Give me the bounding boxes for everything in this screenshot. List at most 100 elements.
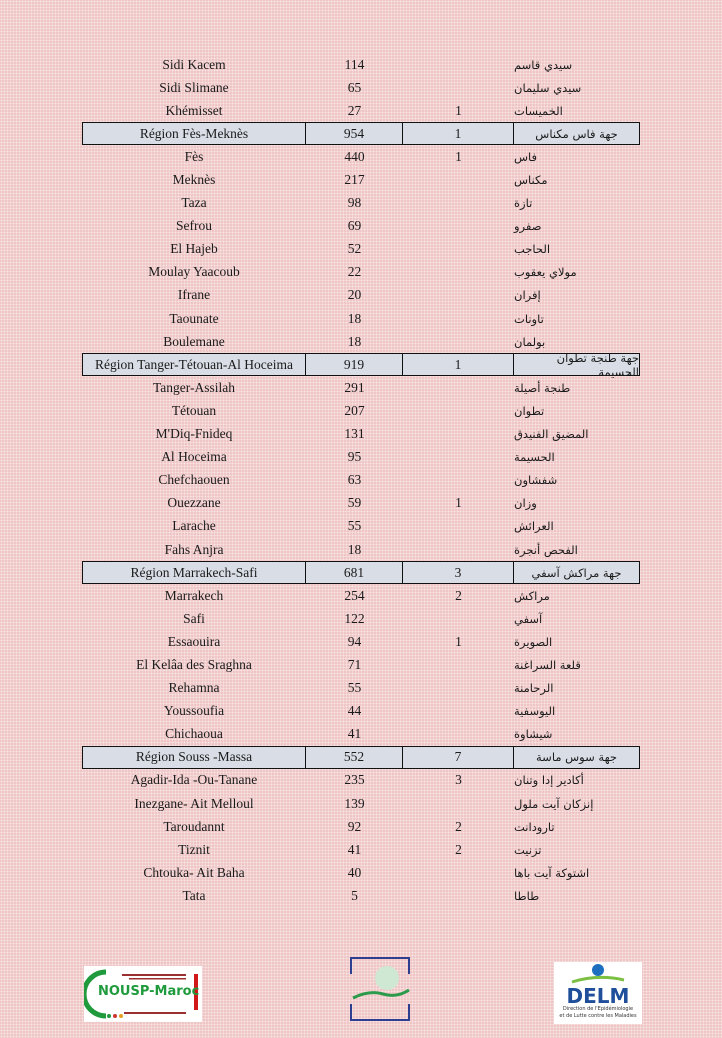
arabic-name-cell: جهة سوس ماسة (514, 745, 640, 769)
arabic-name-cell: اشتوكة آيت باها (514, 865, 590, 880)
arabic-name-cell: فاس (514, 149, 538, 164)
deaths-cell (403, 423, 514, 446)
table-row: Ifrane 20 إفران (82, 284, 640, 307)
deaths-cell (403, 399, 514, 422)
deaths-cell: 1 (455, 102, 462, 118)
delm-logo-sub1: Direction de l'Epidémiologie (562, 1006, 634, 1012)
name-cell: Sefrou (176, 218, 212, 234)
arabic-name-cell: أكادير إدا وتنان (514, 773, 584, 788)
deaths-cell: 7 (403, 745, 514, 769)
region-row: Région Marrakech-Safi 681 3 جهة مراكش آسفي (82, 561, 640, 585)
table-row: Chefchaouen 63 شفشاون (82, 469, 640, 492)
table-row: El Hajeb 52 الحاجب (82, 238, 640, 261)
arabic-name-cell: آسفي (514, 611, 543, 626)
count-cell: 40 (347, 864, 362, 880)
count-cell: 59 (347, 495, 362, 511)
name-cell: Tiznit (178, 841, 210, 857)
name-cell: Safi (183, 610, 205, 626)
deaths-cell (403, 192, 514, 215)
arabic-name-cell: العرائش (514, 519, 554, 534)
table-row: Sidi Slimane 65 سيدي سليمان (82, 76, 640, 99)
count-cell: 254 (344, 587, 365, 603)
count-cell: 22 (347, 264, 362, 280)
name-cell: Taza (181, 195, 207, 211)
arabic-name-cell: الصويرة (514, 634, 553, 649)
name-cell: Moulay Yaacoub (148, 264, 240, 280)
count-cell: 291 (344, 379, 365, 395)
count-cell: 18 (347, 310, 362, 326)
name-cell: Youssoufia (163, 703, 225, 719)
count-cell: 65 (347, 79, 362, 95)
nousp-maroc-logo: NOUSP-Maroc (81, 966, 202, 1022)
count-cell: 94 (347, 633, 362, 649)
name-cell: Inezgane- Ait Melloul (134, 795, 254, 811)
arabic-name-cell: تزنيت (514, 842, 542, 857)
deaths-cell (403, 446, 514, 469)
arabic-name-cell: تاونات (514, 311, 544, 326)
count-cell: 5 (351, 887, 358, 903)
deaths-cell: 1 (455, 148, 462, 164)
count-cell: 92 (347, 818, 362, 834)
arabic-name-cell: سيدي سليمان (514, 80, 582, 95)
count-cell: 18 (347, 333, 362, 349)
table-row: Al Hoceima 95 الحسيمة (82, 446, 640, 469)
table-row: Essaouira 94 1 الصويرة (82, 630, 640, 653)
table-row: Marrakech 254 2 مراكش (82, 584, 640, 607)
table-row: Taounate 18 تاونات (82, 307, 640, 330)
arabic-name-cell: تارودانت (514, 819, 555, 834)
count-cell: 63 (347, 472, 362, 488)
deaths-cell (403, 515, 514, 538)
name-cell: Khémisset (165, 102, 223, 118)
table-row: Sidi Kacem 114 سيدي قاسم (82, 53, 640, 76)
table-row: Tétouan 207 تطوان (82, 399, 640, 422)
nousp-maroc-logo-text: NOUSP-Maroc (98, 984, 200, 999)
deaths-cell (403, 238, 514, 261)
deaths-cell (403, 538, 514, 561)
name-cell: Tata (182, 887, 206, 903)
table-row: M'Diq-Fnideq 131 المضيق الفنيدق (82, 423, 640, 446)
table-row: Moulay Yaacoub 22 مولاي يعقوب (82, 261, 640, 284)
deaths-cell (403, 861, 514, 884)
table-row: Fès 440 1 فاس (82, 145, 640, 168)
arabic-name-cell: اليوسفية (514, 704, 556, 719)
arabic-name-cell: الفحص أنجرة (514, 542, 578, 557)
arabic-name-cell: الخميسات (514, 103, 563, 118)
arabic-name-cell: مراكش (514, 588, 550, 603)
table-row: Taza 98 تازة (82, 192, 640, 215)
region-row: Région Tanger-Tétouan-Al Hoceima 919 1 جهة … (82, 351, 640, 379)
name-cell: Chtouka- Ait Baha (143, 864, 245, 880)
name-cell: Ifrane (177, 287, 211, 303)
count-cell: 41 (347, 841, 362, 857)
count-cell: 44 (347, 703, 362, 719)
arabic-name-cell: شفشاون (514, 473, 558, 488)
name-cell: Larache (172, 518, 216, 534)
name-cell: Marrakech (164, 587, 224, 603)
name-cell: Région Fès-Meknès (82, 122, 306, 146)
name-cell: Sidi Slimane (159, 79, 229, 95)
arabic-name-cell: طاطا (514, 888, 540, 903)
deaths-cell (403, 215, 514, 238)
deaths-cell: 2 (455, 841, 462, 857)
arabic-name-cell: جهة فاس مكناس (514, 122, 640, 146)
count-cell: 235 (344, 772, 365, 788)
arabic-name-cell: إنزكان آيت ملول (514, 796, 594, 811)
deaths-cell (403, 677, 514, 700)
arabic-name-cell: الرحامنة (514, 681, 554, 696)
name-cell: Taroudannt (163, 818, 225, 834)
name-cell: Chichaoua (165, 726, 223, 742)
count-cell: 681 (306, 561, 403, 585)
arabic-name-cell: مكناس (514, 173, 548, 188)
table-row: Chtouka- Ait Baha 40 اشتوكة آيت باها (82, 861, 640, 884)
count-cell: 954 (306, 122, 403, 146)
arabic-name-cell: مولاي يعقوب (514, 265, 577, 280)
table-row: Agadir-Ida -Ou-Tanane 235 3 أكادير إدا وتنا… (82, 769, 640, 792)
deaths-cell (403, 653, 514, 676)
arabic-name-cell: طنجة أصيلة (514, 380, 571, 395)
deaths-cell: 2 (455, 587, 462, 603)
count-cell: 20 (347, 287, 362, 303)
name-cell: Taounate (169, 310, 219, 326)
count-cell: 41 (347, 726, 362, 742)
count-cell: 95 (347, 449, 362, 465)
name-cell: Essaouira (167, 633, 221, 649)
table-row: Youssoufia 44 اليوسفية (82, 700, 640, 723)
